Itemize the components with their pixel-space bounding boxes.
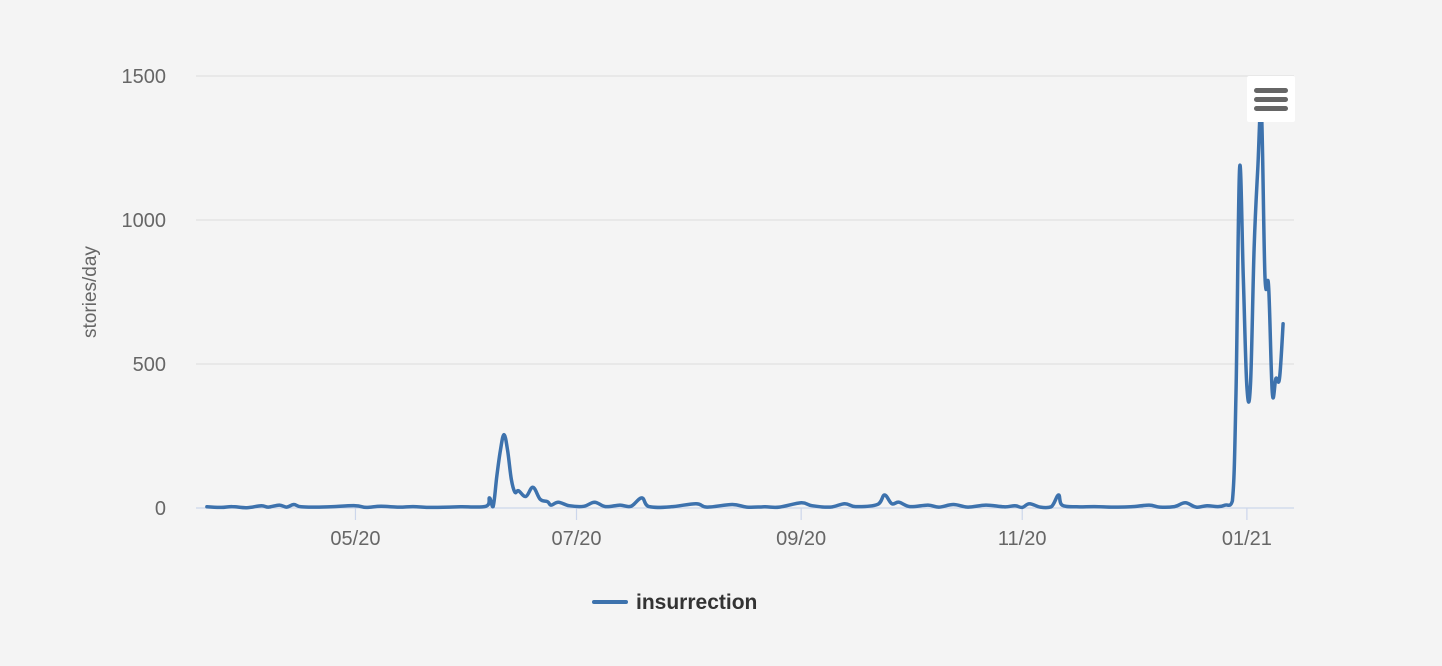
legend-item-label[interactable]: insurrection (636, 591, 757, 614)
x-tick-label: 07/20 (551, 528, 601, 550)
y-axis: 0 500 1000 1500 (122, 66, 167, 520)
x-tick-label: 09/20 (776, 528, 826, 550)
x-axis: 05/20 07/20 09/20 11/20 01/21 (196, 507, 1294, 550)
hamburger-menu-icon-bar (1254, 96, 1288, 102)
y-tick-label: 1500 (122, 66, 167, 88)
hamburger-menu-icon-bar (1254, 105, 1288, 111)
grid-lines (196, 75, 1294, 365)
y-tick-label: 1000 (122, 210, 167, 232)
x-tick-label: 11/20 (998, 528, 1047, 550)
hamburger-menu-icon (1254, 87, 1288, 93)
series-line-insurrection[interactable] (205, 104, 1285, 510)
x-tick-label: 01/21 (1222, 528, 1272, 550)
series-layer (205, 104, 1285, 510)
y-axis-title: stories/day (80, 246, 101, 338)
legend[interactable]: insurrection (592, 591, 757, 614)
y-tick-label: 0 (155, 498, 166, 520)
x-tick-label: 05/20 (330, 528, 380, 550)
y-tick-label: 500 (133, 354, 166, 376)
chart-context-menu-button[interactable] (1247, 76, 1295, 122)
